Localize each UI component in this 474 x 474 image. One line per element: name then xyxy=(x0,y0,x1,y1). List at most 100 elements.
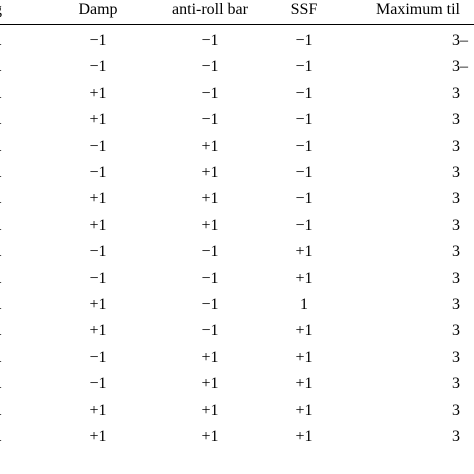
table-cell: −1 xyxy=(201,32,219,49)
table-cell: −1 xyxy=(89,164,107,181)
table-cell: 1 xyxy=(0,190,8,208)
table-cell: +1 xyxy=(89,216,107,234)
table-row: 1 +1 +1 −1 3 xyxy=(0,186,474,212)
table-cell: +1 xyxy=(201,216,219,234)
table-cell: +1 xyxy=(89,190,107,208)
table-cell: −1 xyxy=(89,269,107,287)
header-cell-ssf: SSF xyxy=(290,1,318,18)
table-cell: 1 xyxy=(0,32,8,50)
table-cell: 3 xyxy=(452,190,460,208)
table-cell: 1 xyxy=(300,296,308,313)
table-cell: 1 xyxy=(0,322,8,340)
table-cell: +1 xyxy=(201,375,219,393)
table-row: 1 +1 −1 −1 3 xyxy=(0,81,474,107)
table-cell: 3 xyxy=(452,164,460,181)
table-cell: −1 xyxy=(201,58,219,76)
table-cell: −1 xyxy=(201,111,219,129)
table-cell: 1 xyxy=(0,375,8,393)
table-cell: 1 xyxy=(0,58,8,76)
table-cell: −1 xyxy=(201,322,219,340)
table-cell: 1 xyxy=(0,85,8,103)
table-cell: −1 xyxy=(89,137,107,155)
table-cell: −1 xyxy=(89,58,107,76)
table-row: 1 −1 −1 +1 3 xyxy=(0,266,474,292)
table-cell: +1 xyxy=(89,296,107,313)
table-cell: +1 xyxy=(295,401,313,419)
table-cell: +1 xyxy=(89,401,107,419)
table-cell: 1 xyxy=(0,270,8,288)
table-cell: −1 xyxy=(89,243,107,261)
table-cell: −1 xyxy=(295,58,313,76)
table-cell: −1 xyxy=(201,296,219,313)
table-cell: 3 xyxy=(452,243,460,261)
table-cell: −1 xyxy=(295,84,313,102)
table-cell: −1 xyxy=(295,164,313,181)
table-cell: −1 xyxy=(295,137,313,155)
table-cell: 3– xyxy=(452,58,468,76)
table-cell: 3 xyxy=(452,269,460,287)
table-row: 1 +1 +1 −1 3 xyxy=(0,213,474,239)
table-cell: +1 xyxy=(295,428,313,445)
table-cell: 3 xyxy=(452,84,460,102)
table-cell: −1 xyxy=(295,111,313,129)
table-row: 1 −1 +1 +1 3 xyxy=(0,345,474,371)
table-row: 1 −1 +1 −1 3 xyxy=(0,160,474,186)
table-cell: 1 xyxy=(0,138,8,156)
table-row: 1 +1 +1 +1 3 xyxy=(0,424,474,450)
table-cell: +1 xyxy=(89,84,107,102)
table-cell: 3 xyxy=(452,322,460,340)
table-cell: −1 xyxy=(89,375,107,393)
header-cell-anti-roll-bar: anti-roll bar xyxy=(172,1,248,18)
table-row: 1 +1 +1 +1 3 xyxy=(0,398,474,424)
table-cell: 3 xyxy=(452,216,460,234)
table-cell: +1 xyxy=(295,322,313,340)
table-cell: −1 xyxy=(89,348,107,366)
table-cell: −1 xyxy=(89,32,107,49)
table-cell: 3– xyxy=(452,32,468,49)
table-cell: +1 xyxy=(201,164,219,181)
table-row: 1 −1 −1 +1 3 xyxy=(0,239,474,265)
table-cell: 1 xyxy=(0,296,8,314)
table-cell: 1 xyxy=(0,428,8,446)
table-cell: 1 xyxy=(0,164,8,182)
table-row: 1 −1 +1 −1 3 xyxy=(0,134,474,160)
header-cell-maximum-tilt: Maximum til xyxy=(376,1,460,18)
table-cell: 3 xyxy=(452,375,460,393)
table-cell: 3 xyxy=(452,137,460,155)
table-cell: −1 xyxy=(295,32,313,49)
table-cell: −1 xyxy=(295,190,313,208)
table-cell: +1 xyxy=(201,348,219,366)
table-cell: 3 xyxy=(452,111,460,129)
table-cell: +1 xyxy=(295,348,313,366)
table-cell: +1 xyxy=(201,137,219,155)
table-cell: +1 xyxy=(89,111,107,129)
table-row: 1 −1 +1 +1 3 xyxy=(0,371,474,397)
table-cell: 1 xyxy=(0,402,8,420)
header-rule xyxy=(0,24,474,25)
table-cell: 1 xyxy=(0,243,8,261)
header-cell-0: ng xyxy=(0,1,2,19)
table-cell: −1 xyxy=(295,216,313,234)
table-row: 1 +1 −1 +1 3 xyxy=(0,318,474,344)
table-cell: 1 xyxy=(0,217,8,235)
table-row: 1 +1 −1 −1 3 xyxy=(0,107,474,133)
table-row: 1 −1 −1 −1 3– xyxy=(0,54,474,80)
table-cell: 1 xyxy=(0,111,8,129)
table-cell: +1 xyxy=(201,401,219,419)
table-cell: +1 xyxy=(201,428,219,445)
table-cell: 3 xyxy=(452,348,460,366)
table-cell: −1 xyxy=(201,84,219,102)
table-cell: −1 xyxy=(201,243,219,261)
table-cell: 3 xyxy=(452,296,460,313)
table-cell: −1 xyxy=(201,269,219,287)
table-cell: 1 xyxy=(0,349,8,367)
table-cell: +1 xyxy=(89,322,107,340)
table-row: 1 −1 −1 −1 3– xyxy=(0,28,474,54)
table-cell: +1 xyxy=(201,190,219,208)
table-header-row: ng Damp anti-roll bar SSF Maximum til xyxy=(0,0,474,24)
table-cell: +1 xyxy=(295,375,313,393)
table-cell: +1 xyxy=(295,269,313,287)
table-cell: +1 xyxy=(89,428,107,445)
table-cell: 3 xyxy=(452,428,460,445)
